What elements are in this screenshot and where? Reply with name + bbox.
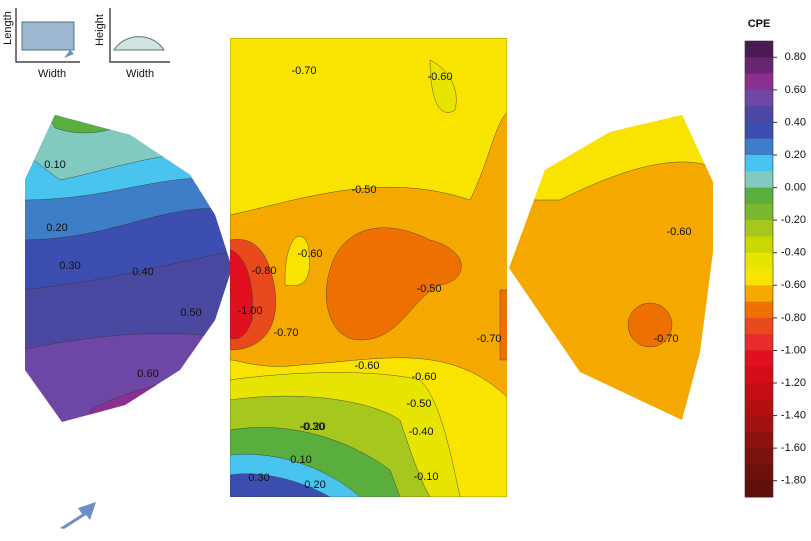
contour-label: 0.10	[44, 159, 65, 171]
colorbar-tick-label: -0.60	[781, 279, 806, 291]
colorbar-band	[745, 301, 773, 319]
contour-label: -0.60	[666, 226, 691, 238]
colorbar-band	[745, 89, 773, 107]
colorbar-band	[745, 317, 773, 335]
colorbar-tick-label: 0.00	[785, 181, 806, 193]
colorbar-tick-label: 0.80	[785, 51, 806, 63]
colorbar-band	[745, 138, 773, 156]
colorbar-band	[745, 399, 773, 417]
contour-label: 0.20	[304, 479, 325, 491]
left-face	[25, 115, 232, 422]
colorbar-band	[745, 480, 773, 498]
colorbar-tick-label: -1.20	[781, 377, 806, 389]
colorbar-tick-label: -1.00	[781, 344, 806, 356]
contour-label: -0.80	[251, 265, 276, 277]
colorbar-band	[745, 203, 773, 221]
colorbar-band	[745, 350, 773, 368]
colorbar-tick-label: -0.80	[781, 312, 806, 324]
colorbar-tick-label: -1.40	[781, 409, 806, 421]
colorbar-band	[745, 73, 773, 91]
inset-label: Width	[38, 68, 66, 80]
colorbar-title: CPE	[748, 18, 771, 30]
contour-label: 0.30	[248, 472, 269, 484]
colorbar-tick-label: -0.20	[781, 214, 806, 226]
colorbar-band	[745, 155, 773, 172]
colorbar-band	[745, 269, 773, 286]
contour-label: 0.50	[180, 307, 201, 319]
contour-label: 0.20	[46, 222, 67, 234]
contour-label: -0.70	[653, 333, 678, 345]
colorbar-band	[745, 41, 773, 58]
colorbar-band	[745, 252, 773, 270]
colorbar-tick-label: -1.80	[781, 475, 806, 487]
center-face	[230, 38, 507, 497]
contour-label: -0.70	[291, 65, 316, 77]
contour-label: 0.10	[290, 454, 311, 466]
contour-label: 0.60	[137, 368, 158, 380]
colorbar-tick-label: 0.20	[785, 149, 806, 161]
contour-label: -0.10	[413, 471, 438, 483]
contour-label: -0.50	[351, 184, 376, 196]
colorbar-band	[745, 448, 773, 465]
colorbar-band	[745, 334, 773, 351]
colorbar-band	[745, 106, 773, 123]
inset-label: Height	[94, 14, 106, 46]
contour-label: -0.50	[406, 398, 431, 410]
colorbar-band	[745, 171, 773, 189]
right-face	[509, 115, 713, 420]
contour-label: -0.60	[297, 248, 322, 260]
colorbar-frame	[744, 40, 774, 498]
inset	[15, 8, 170, 63]
colorbar-band	[745, 464, 773, 482]
contour-label: -0.20	[300, 421, 325, 433]
colorbar-band	[745, 383, 773, 400]
contour-label: 0.40	[132, 266, 153, 278]
colorbar-tick-label: -1.60	[781, 442, 806, 454]
contour-label: -0.60	[427, 71, 452, 83]
contour-label: -0.60	[411, 371, 436, 383]
colorbar-band	[745, 366, 773, 384]
contour-label: -0.70	[273, 327, 298, 339]
wind-arrow	[60, 502, 96, 529]
contour-label: -0.70	[476, 333, 501, 345]
contour-label: -0.60	[354, 360, 379, 372]
colorbar-band	[745, 122, 773, 140]
colorbar-band	[745, 415, 773, 433]
contour-label: -0.30	[299, 421, 324, 433]
colorbar-tick-label: 0.60	[785, 84, 806, 96]
colorbar-tick-label: 0.40	[785, 116, 806, 128]
colorbar-band	[745, 57, 773, 75]
inset-label: Length	[2, 11, 14, 45]
inset-label: Width	[126, 68, 154, 80]
colorbar-band	[745, 220, 773, 237]
contour-label: 0.30	[59, 260, 80, 272]
colorbar-band	[745, 187, 773, 205]
colorbar-band	[745, 285, 773, 303]
colorbar-band	[745, 236, 773, 254]
contour-label: -0.40	[408, 426, 433, 438]
contour-label: -1.00	[237, 305, 262, 317]
contour-label: -0.50	[416, 283, 441, 295]
colorbar-band	[745, 431, 773, 449]
colorbar-tick-label: -0.40	[781, 247, 806, 259]
